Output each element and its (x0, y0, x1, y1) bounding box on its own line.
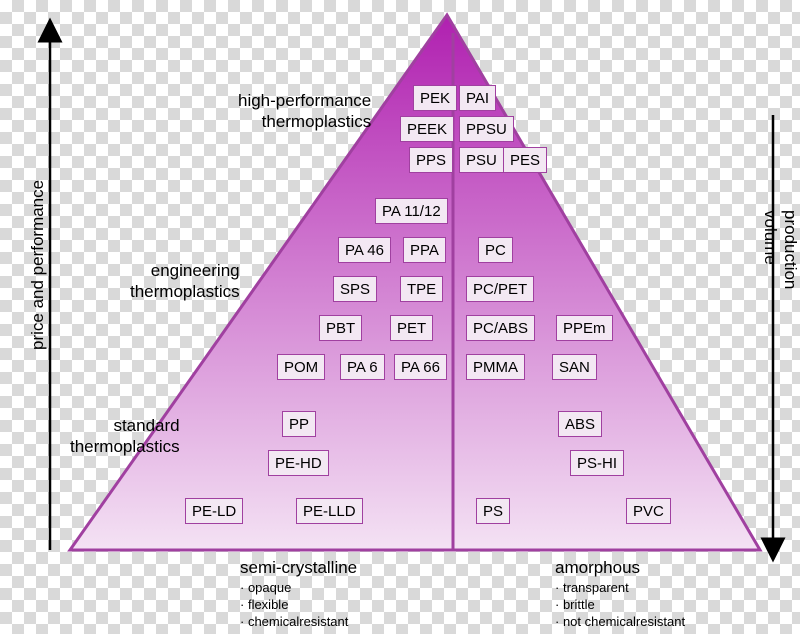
plastic-ps: PS (476, 498, 510, 524)
footer-semi-crystalline: semi-crystalline · opaque · flexible · c… (240, 558, 357, 631)
plastic-pvc: PVC (626, 498, 671, 524)
plastic-pc: PC (478, 237, 513, 263)
plastic-pa6: PA 6 (340, 354, 385, 380)
tier-std-line1: standard (113, 416, 179, 435)
plastic-pbt: PBT (319, 315, 362, 341)
plastic-pcpet: PC/PET (466, 276, 534, 302)
plastic-pai: PAI (459, 85, 496, 111)
plastic-ppem: PPEm (556, 315, 613, 341)
footer-right-b0: transparent (563, 580, 629, 595)
footer-left-heading: semi-crystalline (240, 558, 357, 578)
plastic-peek: PEEK (400, 116, 454, 142)
plastic-pa66: PA 66 (394, 354, 447, 380)
footer-right-b1: brittle (563, 597, 595, 612)
footer-right-b2: not chemicalresistant (563, 614, 685, 629)
right-axis-label: production volume (760, 210, 800, 289)
plastic-tpe: TPE (400, 276, 443, 302)
plastic-pshi: PS-HI (570, 450, 624, 476)
tier-label-engineering: engineering thermoplastics (130, 260, 240, 303)
plastic-pes: PES (503, 147, 547, 173)
tier-eng-line1: engineering (151, 261, 240, 280)
footer-left-b2: chemicalresistant (248, 614, 348, 629)
plastic-pp: PP (282, 411, 316, 437)
plastic-abs: ABS (558, 411, 602, 437)
plastic-pet: PET (390, 315, 433, 341)
plastic-pps: PPS (409, 147, 453, 173)
plastic-san: SAN (552, 354, 597, 380)
left-axis-label: price and performance (28, 180, 48, 350)
tier-eng-line2: thermoplastics (130, 282, 240, 301)
plastic-pek: PEK (413, 85, 457, 111)
tier-high-line2: thermoplastics (262, 112, 372, 131)
plastic-peld: PE-LD (185, 498, 243, 524)
plastic-ppa: PPA (403, 237, 446, 263)
tier-label-high: high-performance thermoplastics (238, 90, 371, 133)
plastic-pelld: PE-LLD (296, 498, 363, 524)
footer-right-heading: amorphous (555, 558, 685, 578)
plastic-pa46: PA 46 (338, 237, 391, 263)
plastic-ppsu: PPSU (459, 116, 514, 142)
tier-high-line1: high-performance (238, 91, 371, 110)
tier-label-standard: standard thermoplastics (70, 415, 180, 458)
plastic-pom: POM (277, 354, 325, 380)
footer-amorphous: amorphous · transparent · brittle · not … (555, 558, 685, 631)
plastic-pmma: PMMA (466, 354, 525, 380)
plastic-pa1112: PA 11/12 (375, 198, 448, 224)
plastic-psu: PSU (459, 147, 504, 173)
footer-left-b1: flexible (248, 597, 288, 612)
plastic-sps: SPS (333, 276, 377, 302)
plastic-pcabs: PC/ABS (466, 315, 535, 341)
tier-std-line2: thermoplastics (70, 437, 180, 456)
footer-left-b0: opaque (248, 580, 291, 595)
plastic-pehd: PE-HD (268, 450, 329, 476)
